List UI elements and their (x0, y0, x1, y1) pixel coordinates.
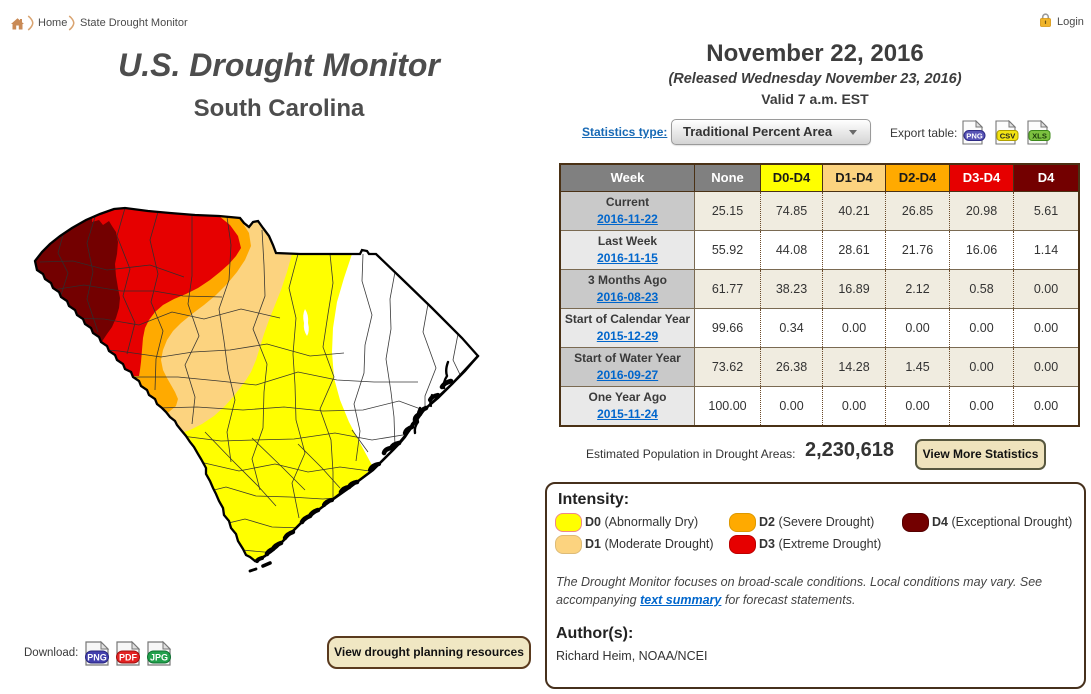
svg-text:JPG: JPG (150, 653, 168, 663)
svg-text:CSV: CSV (1000, 131, 1017, 140)
svg-text:PDF: PDF (119, 653, 138, 663)
svg-text:PNG: PNG (87, 653, 107, 663)
svg-text:PNG: PNG (966, 131, 983, 140)
svg-text:XLS: XLS (1032, 131, 1047, 140)
